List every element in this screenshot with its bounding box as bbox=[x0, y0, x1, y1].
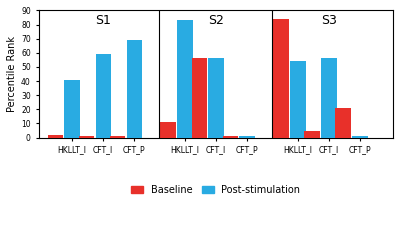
Text: S1: S1 bbox=[95, 14, 111, 27]
Bar bbox=[126, 40, 142, 138]
Bar bbox=[290, 61, 306, 138]
Bar bbox=[96, 54, 111, 138]
Bar bbox=[177, 20, 193, 138]
Bar bbox=[336, 108, 351, 138]
Legend: Baseline, Post-stimulation: Baseline, Post-stimulation bbox=[127, 181, 304, 199]
Bar bbox=[352, 136, 368, 138]
Bar bbox=[222, 136, 238, 138]
Bar bbox=[208, 58, 224, 138]
Bar bbox=[192, 58, 207, 138]
Bar bbox=[304, 130, 320, 138]
Bar bbox=[110, 136, 126, 138]
Bar bbox=[321, 58, 337, 138]
Bar bbox=[240, 136, 255, 138]
Text: S3: S3 bbox=[321, 14, 337, 27]
Bar bbox=[48, 135, 63, 138]
Bar bbox=[64, 80, 80, 138]
Y-axis label: Percentile Rank: Percentile Rank bbox=[7, 36, 17, 112]
Bar bbox=[160, 122, 176, 138]
Bar bbox=[78, 136, 94, 138]
Bar bbox=[273, 19, 289, 138]
Text: S2: S2 bbox=[208, 14, 224, 27]
